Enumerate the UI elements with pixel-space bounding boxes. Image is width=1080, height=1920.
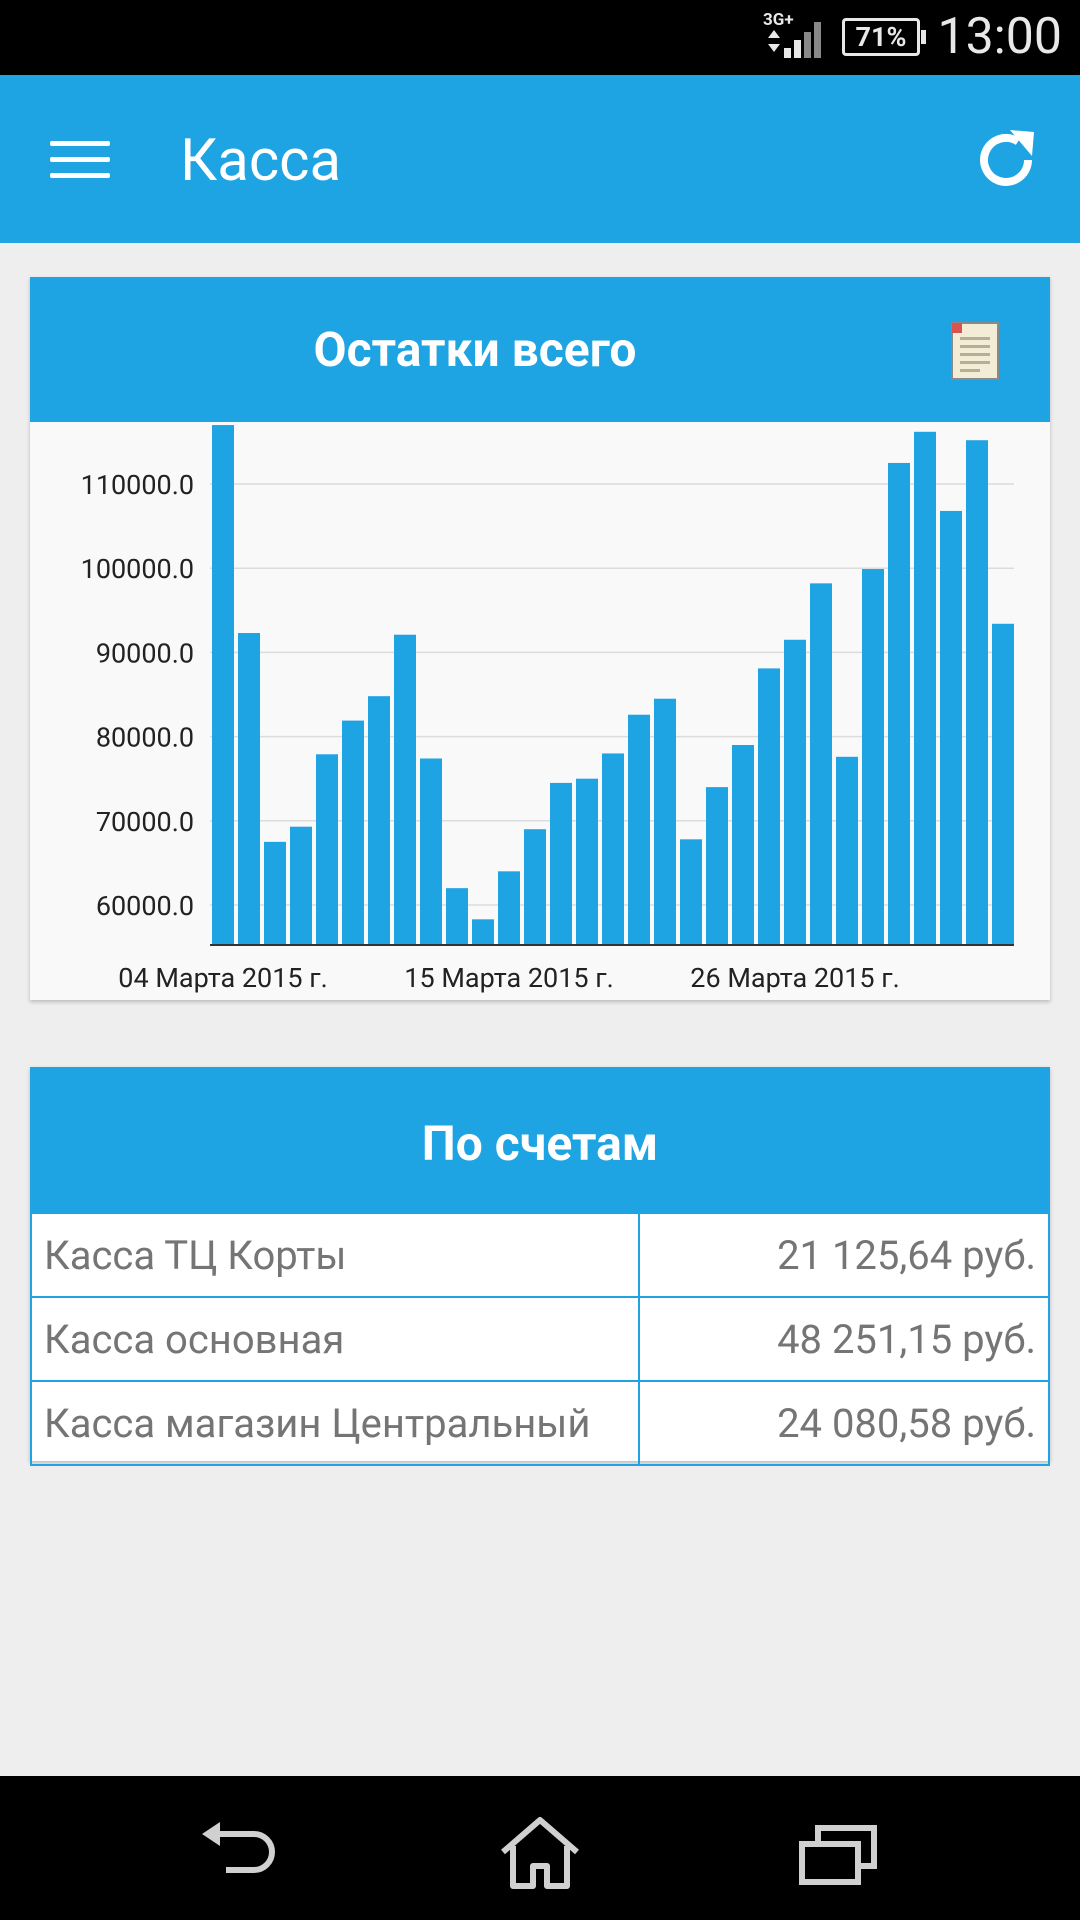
balance-chart-card: Остатки всего 60000.0 70000.0 80000.0 90000… [30, 277, 1050, 1000]
accounts-card: По счетам Касса ТЦ Корты 21 125,64 руб. … [30, 1067, 1050, 1466]
navigation-bar [0, 1776, 1080, 1920]
chart-bar[interactable] [342, 720, 364, 945]
chart-bar[interactable] [602, 753, 624, 945]
table-row[interactable]: Касса основная 48 251,15 руб. [30, 1296, 1050, 1382]
chart-bar[interactable] [810, 583, 832, 945]
app-bar [0, 75, 1080, 243]
account-name: Касса основная [30, 1296, 640, 1382]
chart-bar[interactable] [368, 696, 390, 945]
chart-bar[interactable] [732, 745, 754, 945]
chart-bar[interactable] [290, 826, 312, 945]
chart-bar[interactable] [316, 754, 338, 945]
chart-bar[interactable] [706, 787, 728, 945]
chart-bar[interactable] [992, 623, 1014, 945]
account-amount: 24 080,58 руб. [638, 1380, 1050, 1466]
back-icon[interactable] [196, 1814, 286, 1890]
accounts-card-header: По счетам [30, 1067, 1050, 1212]
chart-area: 60000.0 70000.0 80000.0 90000.0 100000.0 1100… [30, 422, 1050, 1000]
clock: 13:00 [937, 8, 1062, 66]
battery-indicator: 71% [842, 18, 926, 56]
chart-bar[interactable] [862, 569, 884, 945]
y-tick-label: 80000.0 [96, 722, 194, 754]
x-tick-label: 15 Марта 2015 г. [404, 962, 613, 994]
chart-bar[interactable] [550, 782, 572, 945]
chart-bar[interactable] [446, 888, 468, 945]
chart-bar[interactable] [238, 633, 260, 945]
y-tick-label: 90000.0 [96, 637, 194, 669]
chart-bar[interactable] [394, 634, 416, 945]
status-bar: 3G+ 71% 13:00 [0, 0, 1080, 75]
y-tick-label: 70000.0 [96, 806, 194, 838]
y-tick-label: 60000.0 [96, 890, 194, 922]
table-row[interactable]: Касса ТЦ Корты 21 125,64 руб. [30, 1212, 1050, 1298]
y-tick-label: 100000.0 [81, 553, 194, 585]
battery-level: 71% [855, 21, 907, 53]
report-document-icon[interactable] [950, 321, 1002, 381]
accounts-card-title: По счетам [421, 1115, 659, 1172]
x-tick-label: 26 Марта 2015 г. [690, 962, 899, 994]
balance-card-header: Остатки всего [30, 277, 1050, 422]
recents-icon[interactable] [794, 1814, 884, 1890]
chart-bar[interactable] [472, 919, 494, 945]
balance-card-title: Остатки всего [313, 321, 637, 378]
chart-bar[interactable] [524, 829, 546, 945]
home-icon[interactable] [495, 1814, 585, 1890]
chart-bar[interactable] [914, 431, 936, 945]
table-row[interactable]: Касса магазин Центральный 24 080,58 руб. [30, 1380, 1050, 1466]
chart-bar[interactable] [784, 639, 806, 945]
x-tick-label: 04 Марта 2015 г. [118, 962, 327, 994]
chart-bar[interactable] [264, 841, 286, 945]
account-amount: 21 125,64 руб. [638, 1212, 1050, 1298]
bar-chart: 60000.0 70000.0 80000.0 90000.0 100000.0 1100… [81, 425, 1014, 994]
page-title: Касса [180, 127, 342, 195]
chart-bar[interactable] [758, 668, 780, 945]
chart-bar[interactable] [940, 510, 962, 945]
account-name: Касса магазин Центральный [30, 1380, 640, 1466]
chart-bar[interactable] [498, 871, 520, 945]
accounts-table: Касса ТЦ Корты 21 125,64 руб. Касса осно… [30, 1212, 1050, 1466]
chart-bar[interactable] [576, 778, 598, 945]
account-amount: 48 251,15 руб. [638, 1296, 1050, 1382]
chart-bar[interactable] [966, 440, 988, 945]
signal-icon [768, 22, 821, 58]
account-name: Касса ТЦ Корты [30, 1212, 640, 1298]
chart-bar[interactable] [680, 839, 702, 945]
chart-bar[interactable] [654, 698, 676, 945]
chart-bar[interactable] [836, 756, 858, 945]
refresh-icon[interactable] [970, 124, 1042, 196]
chart-bar[interactable] [420, 758, 442, 945]
network-type: 3G+ [763, 10, 794, 30]
chart-bar[interactable] [888, 462, 910, 945]
chart-bar[interactable] [212, 425, 234, 945]
menu-icon[interactable] [50, 139, 116, 181]
y-tick-label: 110000.0 [81, 469, 194, 501]
chart-bar[interactable] [628, 714, 650, 945]
